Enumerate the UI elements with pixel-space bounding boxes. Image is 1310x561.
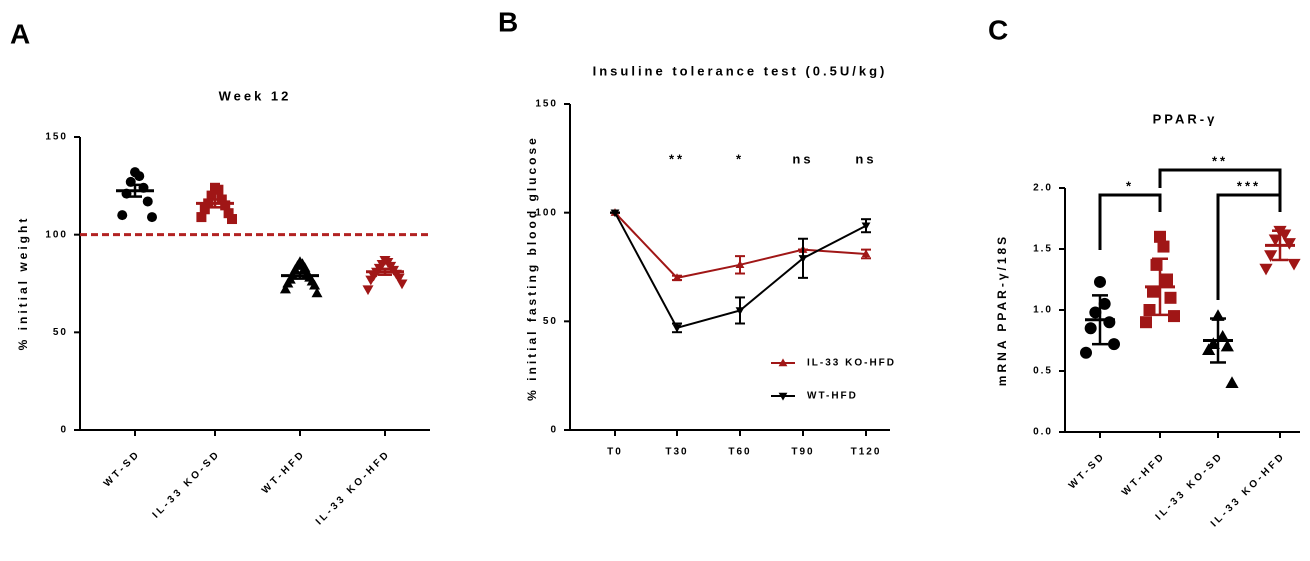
data-point (279, 283, 291, 294)
data-point (861, 222, 871, 231)
annotation: ns (855, 151, 876, 166)
data-point (861, 249, 871, 258)
data-point (227, 214, 237, 225)
data-point (672, 324, 682, 333)
y-axis-label: mRNA PPAR-γ/18S (995, 234, 1009, 386)
data-point (1264, 250, 1278, 262)
x-tick-label: WT-HFD (260, 448, 308, 496)
y-tick-label: 50 (543, 316, 558, 327)
data-point (365, 275, 377, 286)
y-tick-label: 0 (550, 425, 558, 436)
data-point (220, 200, 231, 211)
data-point (1278, 229, 1292, 242)
data-point (1094, 275, 1106, 288)
annotation: * (736, 151, 744, 166)
significance-bracket (1098, 193, 1162, 250)
data-point (1268, 234, 1282, 247)
annotation: ** (669, 151, 685, 166)
significance-label: *** (1237, 178, 1261, 193)
data-point (1161, 273, 1173, 286)
significance-bracket (1158, 168, 1282, 196)
data-point (1084, 322, 1097, 335)
significance-label: * (1126, 178, 1134, 193)
x-tick-label: T30 (665, 447, 688, 458)
data-point (1225, 376, 1239, 388)
y-tick-label: 0.0 (1033, 427, 1053, 438)
data-point (142, 196, 153, 207)
data-point (311, 287, 323, 298)
x-tick-label: T0 (607, 447, 623, 458)
x-tick-label: WT-SD (102, 448, 143, 489)
y-tick-label: 150 (535, 99, 558, 110)
y-tick-label: 50 (53, 327, 68, 338)
data-point (1259, 263, 1273, 276)
data-point (196, 212, 207, 223)
data-point (206, 190, 217, 201)
x-tick-label: WT-SD (1067, 450, 1108, 491)
data-point (213, 184, 224, 195)
data-point (1143, 304, 1156, 316)
chart-title: PPAR-γ (1153, 111, 1218, 126)
y-tick-label: 100 (45, 229, 68, 240)
data-point (1098, 297, 1111, 310)
data-point (1108, 338, 1120, 351)
y-tick-label: 0.5 (1033, 366, 1053, 377)
data-point (223, 208, 234, 219)
data-point (735, 307, 745, 316)
data-point (798, 255, 808, 263)
data-point (309, 279, 321, 290)
y-tick-label: 0 (60, 425, 68, 436)
data-point (1220, 339, 1234, 352)
y-tick-label: 150 (45, 132, 68, 143)
data-point (610, 209, 620, 218)
data-point (1202, 343, 1216, 356)
data-point (1287, 258, 1301, 271)
significance-label: ** (1212, 153, 1228, 168)
y-tick-label: 2.0 (1033, 183, 1053, 194)
data-point (672, 273, 682, 282)
data-point (1154, 230, 1166, 243)
data-point (1140, 316, 1152, 329)
data-point (199, 204, 210, 215)
x-tick-label: WT-HFD (1120, 450, 1168, 498)
chart-title: Week 12 (219, 88, 292, 103)
x-tick-label: T90 (791, 447, 814, 458)
legend-label: IL-33 KO-HFD (807, 358, 896, 369)
y-tick-label: 1.0 (1033, 305, 1053, 316)
y-tick-label: 1.5 (1033, 244, 1053, 255)
legend-marker (778, 358, 788, 367)
data-point (1089, 306, 1102, 319)
y-axis-label: % initial weight (16, 216, 30, 351)
x-tick-label: IL-33 KO-SD (151, 448, 223, 520)
data-point (1103, 316, 1116, 329)
legend-label: WT-HFD (807, 391, 858, 402)
data-point (1168, 310, 1180, 323)
panel-letter: C (988, 14, 1008, 45)
data-point (1157, 240, 1170, 253)
chart-title: Insuline tolerance test (0.5U/kg) (593, 63, 888, 78)
data-point (393, 273, 405, 284)
data-point (735, 260, 745, 269)
data-point (362, 285, 374, 296)
y-tick-label: 100 (535, 207, 558, 218)
legend-marker (778, 392, 788, 401)
x-tick-label: IL-33 KO-HFD (314, 448, 393, 527)
data-point (1164, 291, 1177, 304)
annotation: ns (792, 151, 813, 166)
data-point (1147, 285, 1159, 298)
data-point (1216, 329, 1230, 342)
y-axis-label: % initial fasting blood glucose (525, 135, 539, 401)
data-point (147, 212, 157, 223)
data-point (1080, 346, 1092, 359)
x-tick-label: T60 (728, 447, 751, 458)
data-point (134, 171, 145, 182)
data-point (396, 279, 408, 290)
panel-letter: B (498, 6, 518, 37)
data-point (117, 210, 128, 221)
significance-bracket (1216, 193, 1282, 300)
panel-letter: A (10, 18, 30, 49)
x-tick-label: T120 (851, 447, 882, 458)
